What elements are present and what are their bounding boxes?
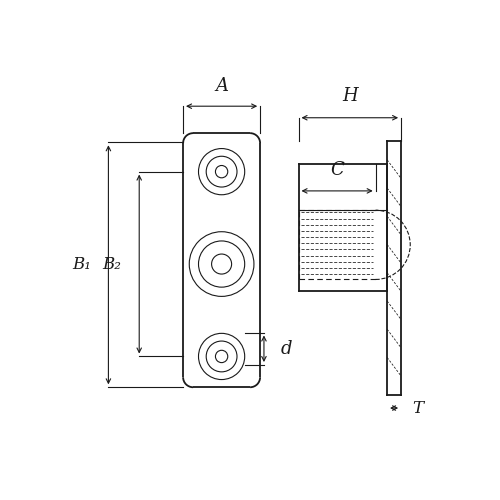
Text: B₁: B₁ bbox=[72, 256, 90, 274]
Text: C: C bbox=[330, 160, 344, 178]
Text: H: H bbox=[342, 86, 357, 104]
Text: T: T bbox=[412, 400, 423, 416]
Text: B₂: B₂ bbox=[102, 256, 122, 272]
Text: d: d bbox=[281, 340, 292, 358]
Text: A: A bbox=[215, 76, 228, 94]
